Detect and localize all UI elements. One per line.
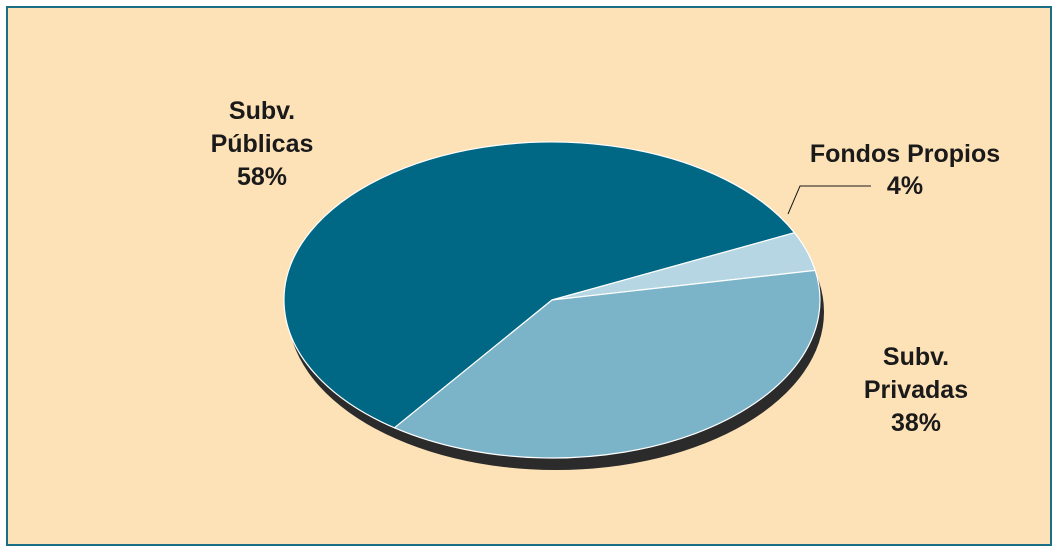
label-subv-privadas: Subv. Privadas 38% [864,343,968,437]
label-fondos-propios-value: 4% [887,172,923,200]
leader-line-fondos-propios [787,185,871,215]
slice-subv-publicas [283,141,796,429]
label-subv-publicas: Subv. Públicas 58% [211,97,314,191]
slice-subv-privadas [393,269,821,459]
pie-chart: Subv. Públicas 58% Fondos Propios 4% Subv. Pri… [211,97,1000,470]
label-fondos-propios: Fondos Propios [810,140,1000,168]
